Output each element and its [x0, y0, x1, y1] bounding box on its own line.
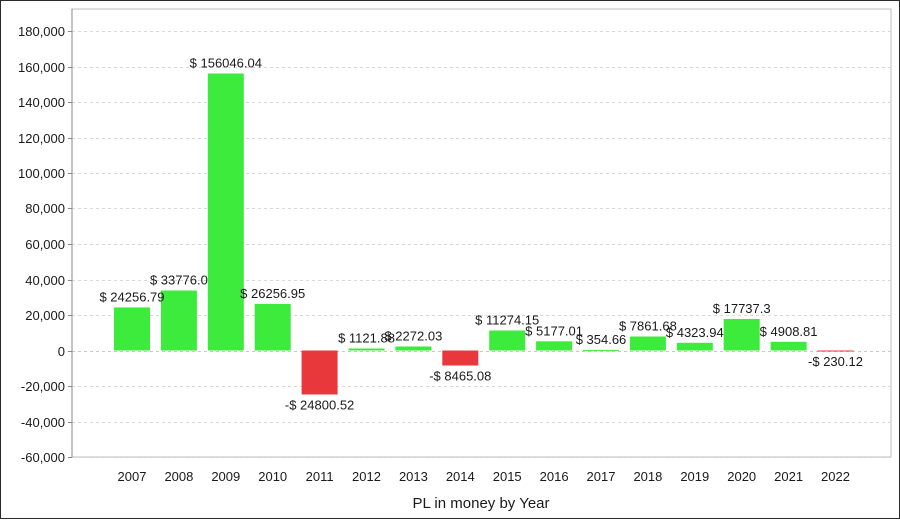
data-label: $ 4908.81: [760, 324, 818, 339]
bar: [348, 348, 385, 351]
x-tick-label: 2010: [258, 469, 287, 484]
y-tick-label: 40,000: [25, 273, 65, 288]
x-axis-title: PL in money by Year: [412, 495, 549, 512]
data-label: $ 5177.01: [525, 323, 583, 338]
data-label: -$ 24800.52: [285, 398, 354, 413]
x-tick-label: 2019: [680, 469, 709, 484]
y-tick-label: 0: [58, 344, 65, 359]
x-axis: 2007 2008 2009 2010 2011 2012 2013 2014 2015 2016…: [118, 469, 850, 484]
x-tick-label: 2017: [587, 469, 616, 484]
bar: [676, 342, 713, 351]
bar: [160, 290, 197, 351]
x-tick-label: 2022: [821, 469, 850, 484]
y-tick-label: 80,000: [25, 201, 65, 216]
x-tick-label: 2011: [306, 469, 334, 484]
x-tick-label: 2016: [540, 469, 569, 484]
x-tick-label: 2014: [446, 469, 475, 484]
y-tick-label: -60,000: [21, 450, 65, 465]
data-label: $ 11274.15: [475, 313, 539, 328]
bar: [536, 341, 573, 351]
bar: [489, 330, 526, 351]
x-tick-label: 2009: [211, 469, 240, 484]
bar: [301, 350, 338, 395]
bars: [114, 73, 854, 395]
bar: [817, 350, 854, 352]
x-tick-label: 2007: [118, 469, 147, 484]
y-axis: -60,000 -40,000 -20,000 0 20,000 40,000 60,000…: [18, 9, 73, 465]
x-tick-label: 2015: [493, 469, 522, 484]
data-label: $ 156046.04: [190, 56, 262, 71]
x-tick-label: 2018: [633, 469, 662, 484]
bar: [395, 346, 432, 351]
y-tick-label: -40,000: [21, 415, 65, 430]
y-tick-label: 20,000: [25, 308, 65, 323]
y-tick-label: 140,000: [18, 95, 65, 110]
x-tick-label: 2013: [399, 469, 428, 484]
y-tick-label: 60,000: [25, 237, 65, 252]
bar: [442, 350, 479, 366]
gridlines: [72, 31, 891, 458]
x-tick-label: 2012: [352, 469, 381, 484]
bar: [723, 319, 760, 351]
y-tick-label: 180,000: [18, 24, 65, 39]
x-tick-label: 2020: [727, 469, 756, 484]
bar: [629, 336, 666, 351]
data-label: $ 4323.94: [666, 325, 724, 340]
data-label: $ 24256.79: [99, 289, 164, 304]
value-labels: $ 24256.79$ 33776.0 $ 156046.04 $ 26256.95…: [99, 56, 863, 413]
data-label: $ 33776.0: [150, 273, 208, 288]
data-label: $ 7861.68: [619, 319, 677, 334]
data-label: $ 17737.3: [713, 301, 771, 316]
data-label: $ 2272.03: [384, 329, 442, 344]
data-label: $ 354.66: [576, 332, 627, 347]
data-label: $ 26256.95: [240, 286, 305, 301]
y-tick-label: -20,000: [21, 379, 65, 394]
bar: [114, 307, 150, 351]
y-tick-label: 160,000: [18, 60, 65, 75]
y-tick-label: 120,000: [18, 131, 65, 146]
x-tick-label: 2021: [774, 469, 803, 484]
data-label: -$ 230.12: [808, 354, 863, 369]
bar: [254, 303, 291, 351]
bar: [207, 73, 244, 351]
bar: [583, 349, 619, 351]
y-tick-label: 100,000: [18, 166, 65, 181]
data-label: $ 1121.88: [338, 331, 395, 346]
x-tick-label: 2008: [164, 469, 193, 484]
bar: [770, 341, 807, 351]
plot-area: [71, 8, 892, 458]
data-label: -$ 8465.08: [429, 369, 491, 384]
